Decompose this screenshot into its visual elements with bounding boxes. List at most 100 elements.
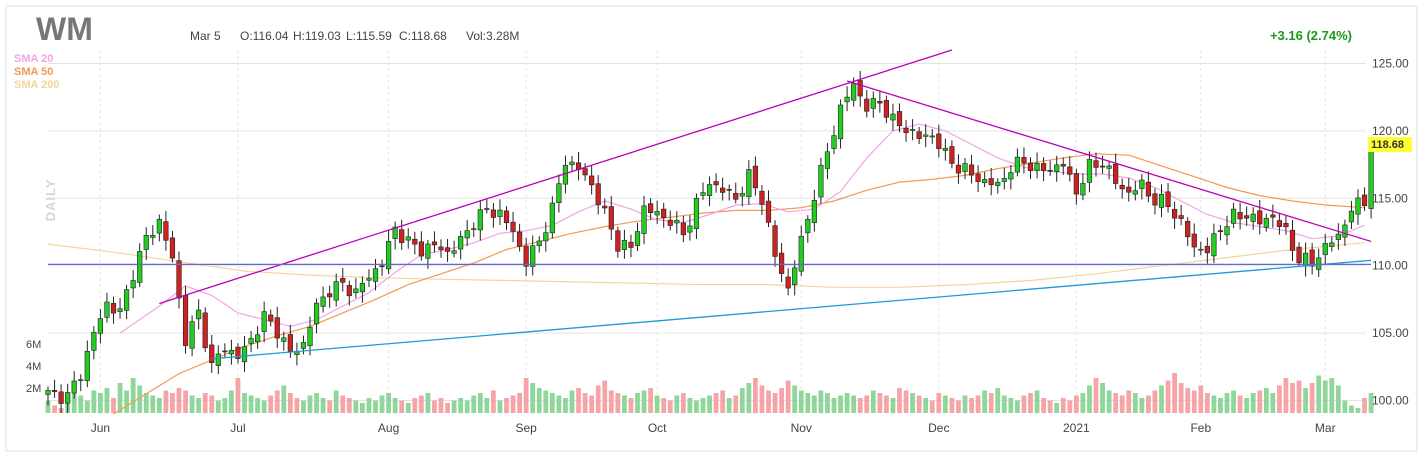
volume-bar	[1368, 393, 1374, 413]
volume-bar	[471, 395, 477, 413]
candle-body	[693, 197, 700, 230]
candle-body	[1047, 170, 1053, 172]
volume-tick-label: 6M	[26, 339, 41, 351]
volume-bar	[84, 400, 90, 413]
volume-bar	[255, 398, 260, 413]
candle-body	[706, 184, 713, 196]
candle-body	[346, 285, 352, 297]
volume-bar	[242, 393, 247, 413]
volume-bar	[1047, 400, 1053, 413]
volume-bar	[1237, 395, 1243, 413]
volume-bar	[857, 398, 863, 413]
volume-bar	[1316, 375, 1322, 413]
candle-body	[464, 230, 470, 239]
volume-bar	[622, 395, 627, 413]
header-date: Mar 5	[190, 29, 221, 43]
header-volume: Vol:3.28M	[466, 29, 519, 43]
volume-bar	[1355, 408, 1361, 413]
candle-body	[1257, 210, 1263, 225]
candle-body	[778, 252, 785, 274]
volume-bar	[124, 390, 129, 413]
candle-body	[1185, 221, 1191, 238]
volume-bar	[432, 400, 437, 413]
candle-body	[418, 241, 424, 257]
volume-bar	[1146, 395, 1151, 413]
volume-bar	[379, 395, 385, 413]
trendline-upper-falling	[846, 80, 1372, 243]
volume-bar	[563, 398, 568, 413]
candle-body	[91, 331, 97, 351]
volume-bar	[779, 388, 784, 413]
candle-body	[71, 380, 77, 394]
volume-bar	[851, 395, 857, 413]
candlesticks	[45, 70, 1374, 413]
candle-body	[176, 260, 182, 299]
volume-bar	[687, 398, 693, 413]
volume-bar	[556, 395, 562, 413]
volume-bar	[117, 383, 123, 413]
volume-bar	[1119, 395, 1125, 413]
candle-body	[1145, 181, 1151, 197]
candle-body	[1361, 194, 1368, 206]
candle-body	[1211, 233, 1217, 257]
volume-bar	[1270, 393, 1276, 413]
candle-body	[1309, 249, 1315, 267]
volume-bar	[641, 390, 647, 413]
candle-body	[359, 282, 366, 293]
volume-bar	[1073, 395, 1079, 413]
volume-bar	[71, 393, 77, 413]
volume-bar	[320, 398, 326, 413]
volume-bar	[739, 388, 745, 413]
candle-body	[628, 241, 634, 248]
candle-body	[1270, 214, 1276, 218]
candle-body	[438, 246, 444, 250]
candle-body	[1008, 172, 1014, 180]
candle-body	[1165, 191, 1171, 208]
candle-body	[752, 165, 758, 189]
volume-bar	[1165, 380, 1171, 413]
volume-bar	[602, 380, 608, 413]
volume-bar	[589, 395, 595, 413]
candle-body	[903, 127, 909, 134]
candle-body	[890, 113, 896, 121]
volume-bar	[235, 378, 241, 413]
candle-body	[124, 289, 130, 311]
candle-body	[1152, 193, 1158, 206]
date-tick-label: Oct	[648, 421, 667, 435]
header-low: L:115.59	[346, 29, 392, 43]
volume-bar	[458, 398, 464, 413]
candle-body	[844, 96, 850, 103]
candle-body	[909, 129, 916, 131]
candle-body	[516, 231, 523, 247]
candle-body	[51, 389, 58, 392]
volume-bar	[903, 390, 909, 413]
price-tick-label: 125.00	[1372, 56, 1409, 70]
volume-bar	[1283, 378, 1289, 413]
candle-body	[700, 192, 706, 196]
price-axis: 125.00 120.00 115.00 110.00 105.00 100.00	[1372, 56, 1409, 407]
candle-body	[274, 317, 280, 339]
candle-body	[746, 169, 752, 197]
volume-bar	[838, 395, 843, 413]
candle-body	[307, 326, 313, 347]
candle-body	[1001, 178, 1007, 182]
volume-tick-label: 4M	[26, 361, 41, 373]
candle-body	[490, 209, 497, 218]
candle-body	[595, 183, 601, 206]
volume-bar	[1159, 385, 1164, 413]
volume-bar	[1139, 398, 1145, 413]
candle-body	[169, 237, 176, 259]
candle-body	[255, 334, 261, 343]
volume-bar	[746, 383, 752, 413]
volume-bar	[98, 393, 103, 413]
volume-bar	[1218, 398, 1223, 413]
volume-bar	[418, 395, 424, 413]
candle-body	[988, 178, 994, 186]
volume-bar	[923, 398, 929, 413]
volume-bar	[759, 385, 765, 413]
candle-body	[451, 250, 457, 254]
candle-body	[209, 344, 215, 363]
candle-body	[137, 251, 143, 283]
candle-body	[765, 200, 772, 223]
